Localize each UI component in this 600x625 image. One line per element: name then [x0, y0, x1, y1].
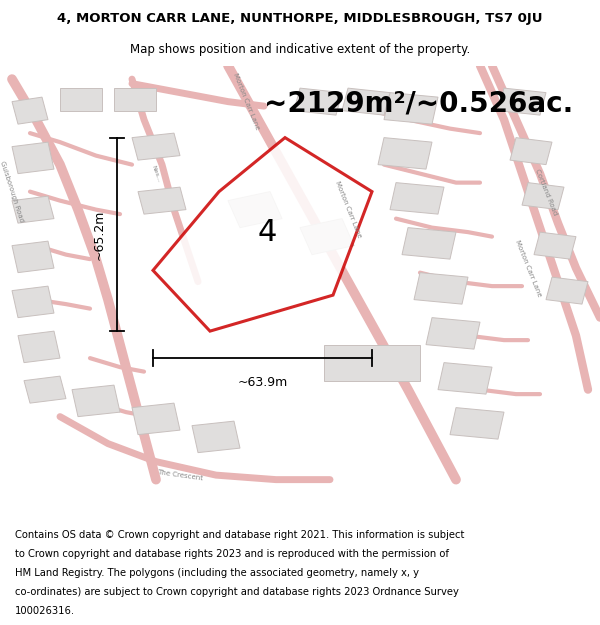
- Text: Cortland Road: Cortland Road: [534, 168, 558, 216]
- Text: ~2129m²/~0.526ac.: ~2129m²/~0.526ac.: [264, 90, 573, 118]
- Text: Morton Carr Lane: Morton Carr Lane: [514, 239, 542, 298]
- Polygon shape: [390, 182, 444, 214]
- Polygon shape: [12, 286, 54, 318]
- Polygon shape: [24, 376, 66, 403]
- Text: 4, MORTON CARR LANE, NUNTHORPE, MIDDLESBROUGH, TS7 0JU: 4, MORTON CARR LANE, NUNTHORPE, MIDDLESB…: [57, 12, 543, 25]
- Polygon shape: [12, 97, 48, 124]
- Polygon shape: [132, 403, 180, 434]
- Polygon shape: [522, 182, 564, 209]
- Polygon shape: [12, 241, 54, 272]
- Text: HM Land Registry. The polygons (including the associated geometry, namely x, y: HM Land Registry. The polygons (includin…: [15, 568, 419, 578]
- Polygon shape: [426, 318, 480, 349]
- Polygon shape: [114, 88, 156, 111]
- Polygon shape: [300, 219, 354, 254]
- Polygon shape: [153, 138, 372, 331]
- Polygon shape: [60, 88, 102, 111]
- Polygon shape: [402, 228, 456, 259]
- Polygon shape: [324, 344, 420, 381]
- Polygon shape: [294, 88, 342, 115]
- Polygon shape: [534, 232, 576, 259]
- Polygon shape: [414, 272, 468, 304]
- Polygon shape: [138, 187, 186, 214]
- Polygon shape: [192, 421, 240, 452]
- Polygon shape: [450, 408, 504, 439]
- Text: ~65.2m: ~65.2m: [92, 209, 106, 259]
- Text: The Crescent: The Crescent: [157, 469, 203, 481]
- Polygon shape: [12, 196, 54, 223]
- Polygon shape: [228, 192, 282, 228]
- Polygon shape: [72, 385, 120, 417]
- Polygon shape: [12, 142, 54, 174]
- Polygon shape: [510, 138, 552, 164]
- Text: co-ordinates) are subject to Crown copyright and database rights 2023 Ordnance S: co-ordinates) are subject to Crown copyr…: [15, 588, 459, 598]
- Text: to Crown copyright and database rights 2023 and is reproduced with the permissio: to Crown copyright and database rights 2…: [15, 549, 449, 559]
- Text: Guisborough Road: Guisborough Road: [0, 160, 25, 223]
- Text: 4: 4: [257, 217, 277, 247]
- Polygon shape: [438, 362, 492, 394]
- Text: Nes...: Nes...: [151, 164, 161, 183]
- Text: Morton Carr Lane: Morton Carr Lane: [334, 181, 362, 239]
- Polygon shape: [546, 277, 588, 304]
- Polygon shape: [378, 138, 432, 169]
- Polygon shape: [342, 88, 390, 115]
- Text: Map shows position and indicative extent of the property.: Map shows position and indicative extent…: [130, 42, 470, 56]
- Text: Contains OS data © Crown copyright and database right 2021. This information is : Contains OS data © Crown copyright and d…: [15, 530, 464, 540]
- Text: Morton Carr Lane: Morton Carr Lane: [232, 72, 260, 131]
- Text: 100026316.: 100026316.: [15, 606, 75, 616]
- Polygon shape: [498, 88, 546, 115]
- Polygon shape: [18, 331, 60, 362]
- Text: ~63.9m: ~63.9m: [238, 376, 287, 389]
- Polygon shape: [384, 92, 438, 124]
- Polygon shape: [132, 133, 180, 160]
